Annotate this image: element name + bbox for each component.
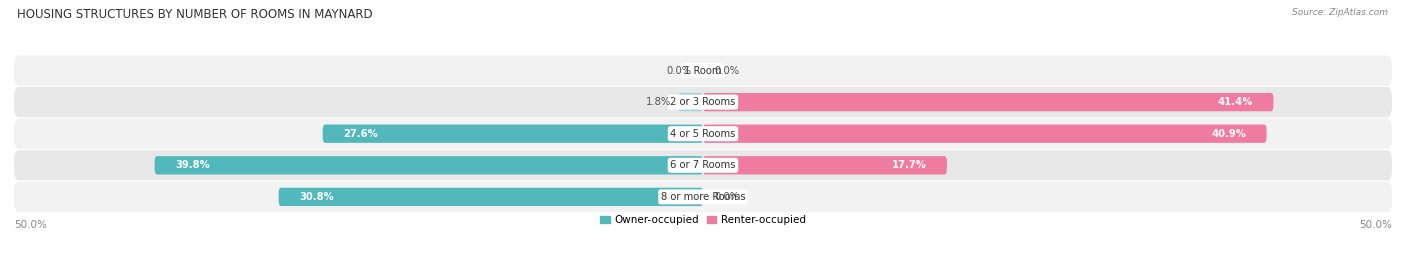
- Text: 27.6%: 27.6%: [343, 129, 378, 139]
- Text: 2 or 3 Rooms: 2 or 3 Rooms: [671, 97, 735, 107]
- Text: 8 or more Rooms: 8 or more Rooms: [661, 192, 745, 202]
- Text: 4 or 5 Rooms: 4 or 5 Rooms: [671, 129, 735, 139]
- Text: 39.8%: 39.8%: [176, 160, 209, 170]
- Legend: Owner-occupied, Renter-occupied: Owner-occupied, Renter-occupied: [596, 211, 810, 229]
- FancyBboxPatch shape: [14, 87, 1392, 117]
- Text: 0.0%: 0.0%: [714, 192, 740, 202]
- Text: 1.8%: 1.8%: [647, 97, 671, 107]
- Text: 0.0%: 0.0%: [666, 66, 692, 76]
- FancyBboxPatch shape: [703, 93, 1274, 111]
- Text: 0.0%: 0.0%: [714, 66, 740, 76]
- Text: 1 Room: 1 Room: [685, 66, 721, 76]
- FancyBboxPatch shape: [678, 93, 703, 111]
- FancyBboxPatch shape: [155, 156, 703, 175]
- FancyBboxPatch shape: [323, 125, 703, 143]
- Text: 17.7%: 17.7%: [891, 160, 927, 170]
- Text: 30.8%: 30.8%: [299, 192, 335, 202]
- Text: 50.0%: 50.0%: [1360, 220, 1392, 230]
- Text: 40.9%: 40.9%: [1211, 129, 1246, 139]
- FancyBboxPatch shape: [703, 156, 946, 175]
- FancyBboxPatch shape: [703, 125, 1267, 143]
- Text: 50.0%: 50.0%: [14, 220, 46, 230]
- FancyBboxPatch shape: [14, 119, 1392, 149]
- Text: 6 or 7 Rooms: 6 or 7 Rooms: [671, 160, 735, 170]
- Text: HOUSING STRUCTURES BY NUMBER OF ROOMS IN MAYNARD: HOUSING STRUCTURES BY NUMBER OF ROOMS IN…: [17, 8, 373, 21]
- FancyBboxPatch shape: [14, 150, 1392, 180]
- FancyBboxPatch shape: [278, 188, 703, 206]
- FancyBboxPatch shape: [14, 182, 1392, 212]
- FancyBboxPatch shape: [14, 55, 1392, 86]
- Text: Source: ZipAtlas.com: Source: ZipAtlas.com: [1292, 8, 1388, 17]
- Text: 41.4%: 41.4%: [1218, 97, 1253, 107]
